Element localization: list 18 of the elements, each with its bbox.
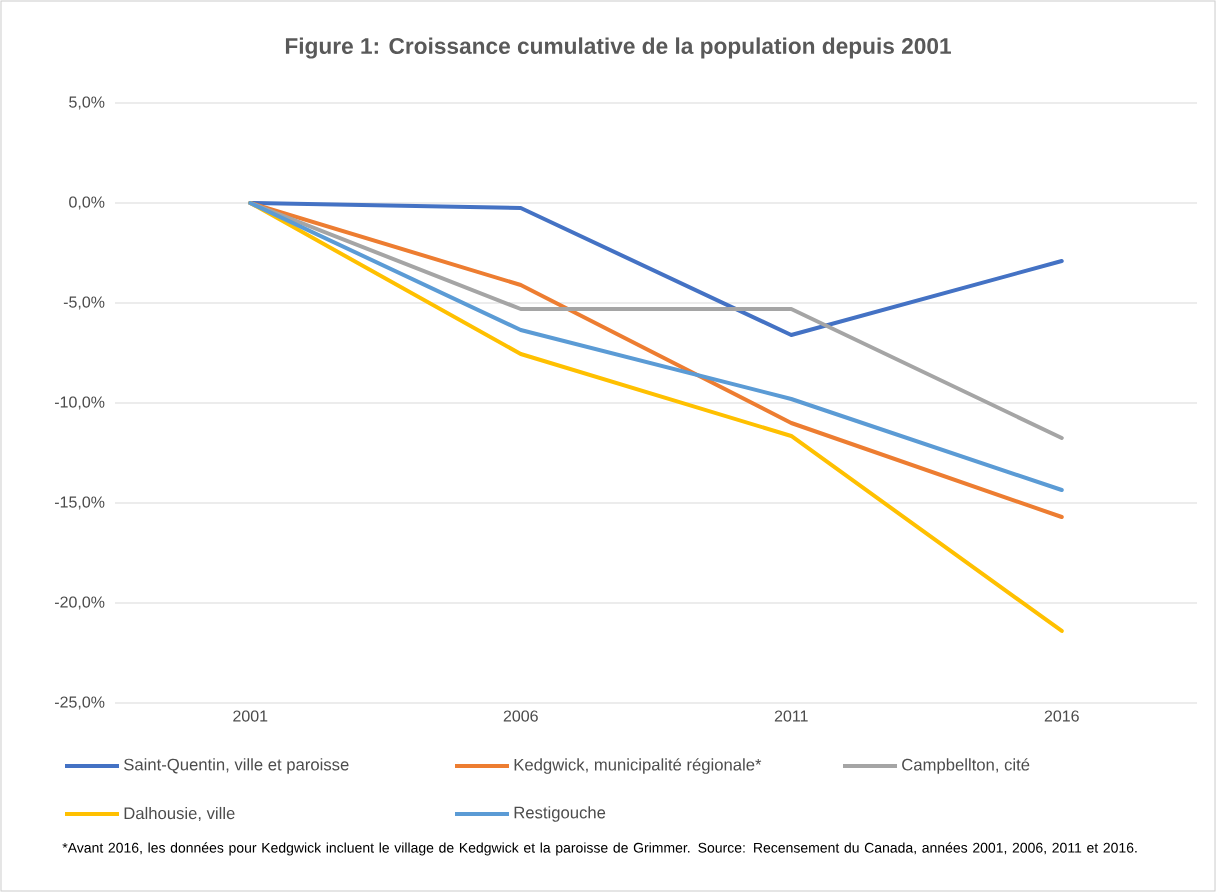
x-tick-label: 2006	[503, 710, 538, 722]
x-tick-label: 2016	[1044, 710, 1079, 722]
y-tick-label: 5,0%	[69, 96, 105, 110]
x-tick-label: 2011	[774, 710, 808, 722]
legend-label: Kedgwick, municipalité régionale*	[514, 758, 762, 774]
x-tick-label: 2001	[233, 710, 268, 722]
legend-label: Saint-Quentin, ville et paroisse	[124, 758, 349, 774]
legend-label: Campbellton, cité	[902, 758, 1030, 774]
y-tick-label: -15,0%	[54, 496, 105, 510]
legend-label: Dalhousie, ville	[124, 806, 235, 822]
legend-label: Restigouche	[514, 806, 606, 822]
y-tick-label: -10,0%	[54, 396, 105, 410]
y-tick-label: -20,0%	[54, 596, 105, 610]
y-tick-label: -5,0%	[63, 296, 105, 310]
text: *Avant 2016, les données pour Kedgwick incluent le village de Kedgwick et la paroisse de Grimmer. Source: Recensement du Canada, années 2001, 2006, 2011 et 2016.	[62, 842, 1137, 856]
y-tick-label: -25,0%	[54, 696, 105, 710]
y-tick-label: 0,0%	[69, 196, 105, 210]
chart-title: Figure 1: Croissance cumulative de la population depuis 2001	[285, 37, 951, 59]
